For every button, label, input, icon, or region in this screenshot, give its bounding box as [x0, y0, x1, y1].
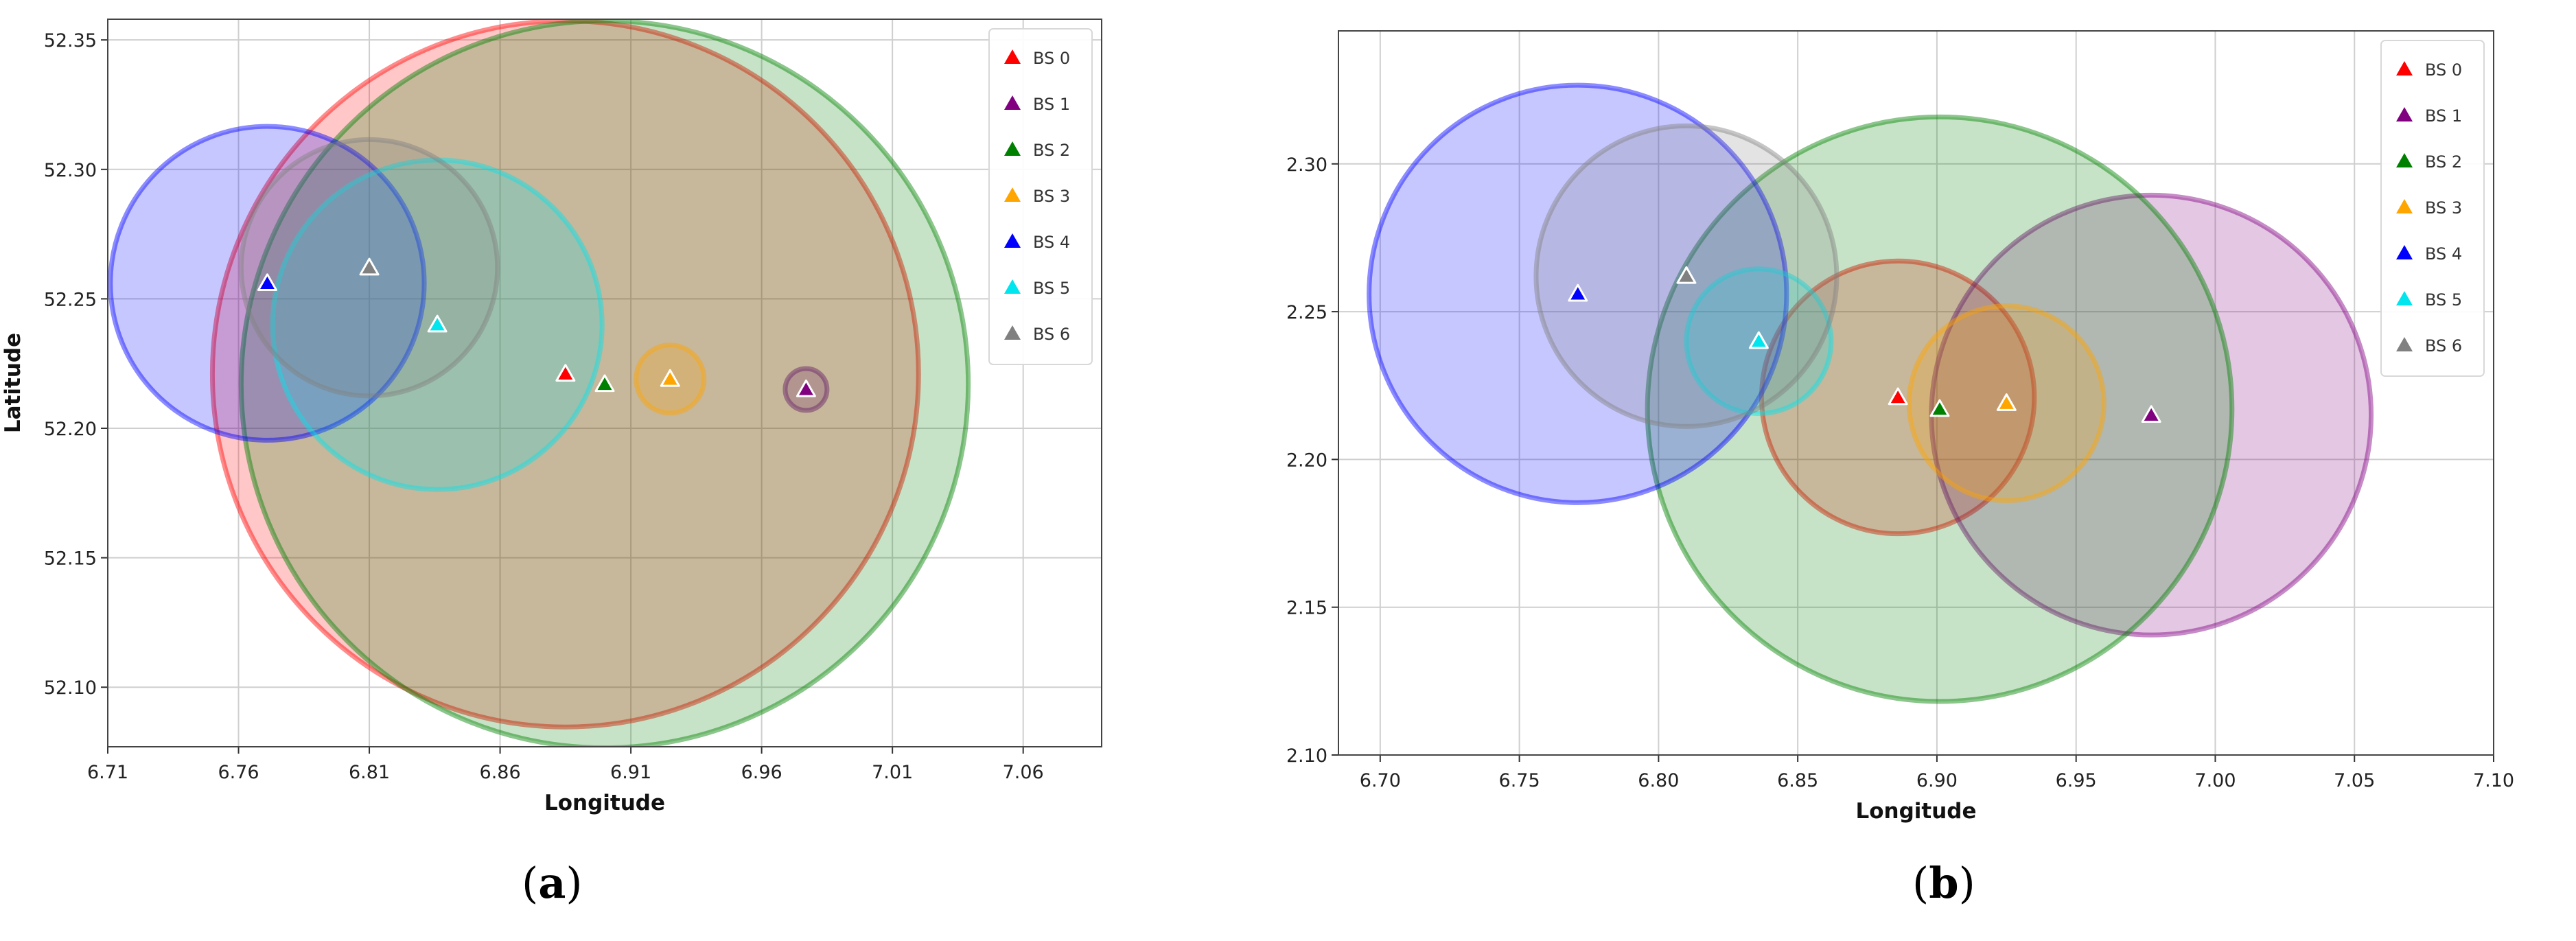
y-axis-label: Latitude	[1, 333, 25, 433]
chart-b: 6.70 6.75 6.80 6.85 6.90 6.95 7.00 7.05 7.10 52.1…	[1288, 30, 2514, 824]
x-axis-label: Longitude	[1855, 799, 1976, 824]
legend-marker	[1004, 325, 1021, 340]
x-tick-label: 7.05	[2334, 770, 2375, 791]
legend-marker	[1004, 95, 1021, 110]
y-tick-label: 52.10	[1288, 745, 1327, 767]
marker-bs-3	[1996, 393, 2017, 411]
marker-bs-5	[1748, 331, 1769, 349]
marker-bs-1	[2141, 405, 2161, 423]
x-tick-label: 6.80	[1638, 770, 1679, 791]
legend-label: BS 0	[2425, 60, 2462, 80]
legend-marker	[2396, 61, 2413, 75]
y-tick-label: 52.30	[1288, 154, 1327, 176]
x-tick-label: 6.86	[480, 762, 521, 783]
legend-label: BS 3	[1033, 187, 1070, 206]
x-tick-label: 6.96	[741, 762, 782, 783]
legend-marker	[1004, 279, 1021, 294]
marker-bs-4	[1568, 283, 1588, 302]
x-tick-label: 7.10	[2473, 770, 2514, 791]
legend-label: BS 1	[2425, 106, 2462, 126]
plot-frame	[1338, 30, 2494, 756]
chart-panel-a: 6.71 6.76 6.81 6.86 6.91 6.96 7.01 7.06 52.10 52.…	[1, 19, 1102, 908]
marker-bs-2	[1929, 399, 1950, 417]
legend-label: BS 0	[1033, 49, 1070, 68]
x-tick-label: 7.06	[1003, 762, 1044, 783]
legend-label: BS 6	[2425, 336, 2462, 356]
x-tick-label: 6.76	[218, 762, 259, 783]
x-tick-label: 6.71	[87, 762, 128, 783]
x-tick-label: 6.70	[1360, 770, 1401, 791]
marker-bs-5	[427, 314, 448, 333]
legend-label: BS 1	[1033, 95, 1070, 114]
marker-bs-6	[359, 257, 380, 276]
legend-marker	[2396, 199, 2413, 213]
legend-label: BS 5	[1033, 279, 1070, 298]
marker-bs-6	[1676, 266, 1697, 284]
y-tick-label: 52.30	[44, 160, 97, 181]
legend-box	[988, 28, 1093, 365]
legend-marker	[2396, 107, 2413, 121]
legend-label: BS 6	[1033, 325, 1070, 344]
x-tick-label: 7.00	[2194, 770, 2236, 791]
legend-label: BS 2	[1033, 141, 1070, 160]
plot-frame	[107, 19, 1102, 747]
legend-marker	[2396, 153, 2413, 167]
x-tick-label: 6.81	[349, 762, 390, 783]
marker-bs-1	[796, 379, 816, 397]
marker-bs-0	[555, 364, 576, 382]
x-tick-label: 6.85	[1777, 770, 1818, 791]
legend-label: BS 4	[1033, 233, 1070, 252]
legend-box	[2380, 40, 2485, 377]
legend-label: BS 3	[2425, 198, 2462, 218]
chart-a: 6.71 6.76 6.81 6.86 6.91 6.96 7.01 7.06 52.10 52.…	[1, 19, 1102, 815]
x-tick-label: 6.75	[1499, 770, 1540, 791]
legend-marker	[1004, 141, 1021, 156]
legend-marker	[1004, 187, 1021, 202]
caption-b: (b)	[1912, 858, 1975, 908]
station-markers	[1568, 266, 2161, 423]
y-tick-label: 52.10	[44, 677, 97, 699]
legend-marker	[2396, 291, 2413, 305]
marker-bs-2	[594, 374, 615, 393]
y-tick-label: 52.35	[44, 30, 97, 51]
station-markers	[257, 257, 816, 397]
y-tick-label: 52.15	[44, 548, 97, 570]
y-tick-label: 52.25	[44, 289, 97, 310]
y-tick-label: 52.20	[44, 419, 97, 440]
caption-a: (a)	[522, 858, 583, 908]
x-tick-label: 6.95	[2056, 770, 2097, 791]
marker-bs-0	[1888, 387, 1908, 406]
marker-bs-4	[257, 273, 277, 292]
legend-marker	[2396, 245, 2413, 259]
plot-area	[1338, 31, 2494, 755]
legend-marker	[1004, 233, 1021, 248]
y-tick-label: 52.15	[1288, 598, 1327, 619]
chart-panel-b: 6.70 6.75 6.80 6.85 6.90 6.95 7.00 7.05 7.10 52.1…	[1288, 0, 2576, 941]
legend-label: BS 5	[2425, 290, 2462, 310]
x-axis-label: Longitude	[544, 791, 665, 815]
x-tick-label: 7.01	[872, 762, 913, 783]
marker-bs-3	[660, 369, 680, 387]
x-tick-label: 6.90	[1916, 770, 1958, 791]
legend-marker	[2396, 337, 2413, 351]
y-tick-label: 52.25	[1288, 302, 1327, 323]
legend-label: BS 2	[2425, 152, 2462, 172]
legend-marker	[1004, 49, 1021, 64]
x-tick-label: 6.91	[610, 762, 651, 783]
legend-label: BS 4	[2425, 244, 2462, 264]
y-tick-label: 52.20	[1288, 450, 1327, 471]
